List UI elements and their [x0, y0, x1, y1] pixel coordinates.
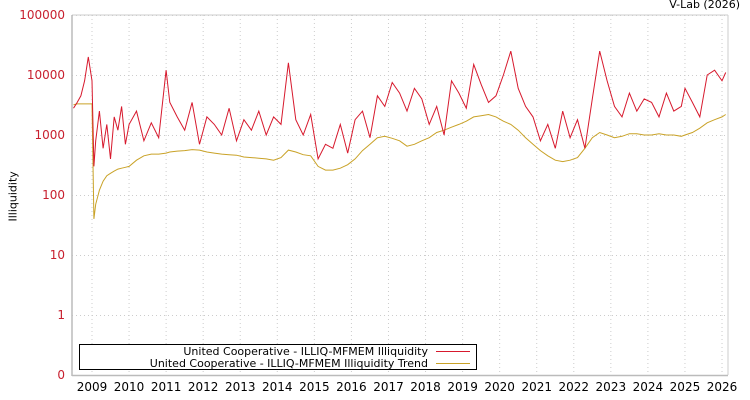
gridlines [72, 15, 728, 375]
x-tick-label: 2010 [113, 380, 145, 394]
x-tick-label: 2018 [410, 380, 441, 394]
x-tick-label: 2026 [706, 380, 738, 394]
y-tick-label: 1 [57, 308, 65, 322]
illiquidity-series-line [73, 50, 727, 167]
y-tick-label: 100 [42, 188, 65, 202]
x-tick-label: 2023 [595, 380, 627, 394]
x-tick-label: 2025 [669, 380, 701, 394]
legend-item-illiquidity: United Cooperative - ILLIQ-MFMEM Illiqui… [183, 344, 470, 358]
y-tick-label: 100000 [19, 8, 65, 22]
x-tick-label: 2021 [521, 380, 552, 394]
x-tick-label: 2014 [262, 380, 293, 394]
x-tick-label: 2020 [484, 380, 515, 394]
x-tick-label: 2024 [632, 380, 664, 394]
x-tick-label: 2011 [150, 380, 182, 394]
trend-series-line [73, 103, 726, 219]
legend-swatch-red [436, 350, 470, 352]
x-tick-label: 2019 [447, 380, 478, 394]
chart-legend: United Cooperative - ILLIQ-MFMEM Illiqui… [79, 344, 477, 370]
x-tick-label: 2022 [558, 380, 590, 394]
legend-label: United Cooperative - ILLIQ-MFMEM Illiqui… [149, 356, 428, 370]
x-tick-label: 2015 [299, 380, 330, 394]
y-tick-label: 1000 [34, 128, 65, 142]
legend-item-trend: United Cooperative - ILLIQ-MFMEM Illiqui… [149, 356, 470, 370]
legend-swatch-gold [436, 362, 470, 364]
x-tick-label: 2016 [336, 380, 367, 394]
y-tick-label: 10 [49, 248, 65, 262]
x-tick-label: 2012 [187, 380, 219, 394]
x-tick-label: 2009 [76, 380, 108, 394]
x-tick-label: 2017 [373, 380, 404, 394]
y-tick-label: 10000 [26, 68, 65, 82]
legend-label: United Cooperative - ILLIQ-MFMEM Illiqui… [183, 344, 428, 358]
chart-credit: V-Lab (2026) [669, 0, 740, 11]
y-tick-label: 0 [57, 368, 65, 382]
x-tick-label: 2013 [224, 380, 256, 394]
